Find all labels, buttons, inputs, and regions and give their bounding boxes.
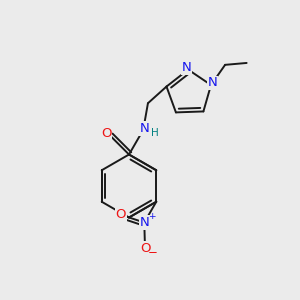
Text: O: O [140,242,151,255]
Text: N: N [139,122,149,135]
Text: O: O [115,208,126,221]
Text: O: O [101,127,111,140]
Text: N: N [140,216,149,229]
Text: −: − [148,246,158,259]
Text: +: + [148,212,155,221]
Text: N: N [208,76,218,89]
Text: N: N [182,61,191,74]
Text: H: H [152,128,159,138]
